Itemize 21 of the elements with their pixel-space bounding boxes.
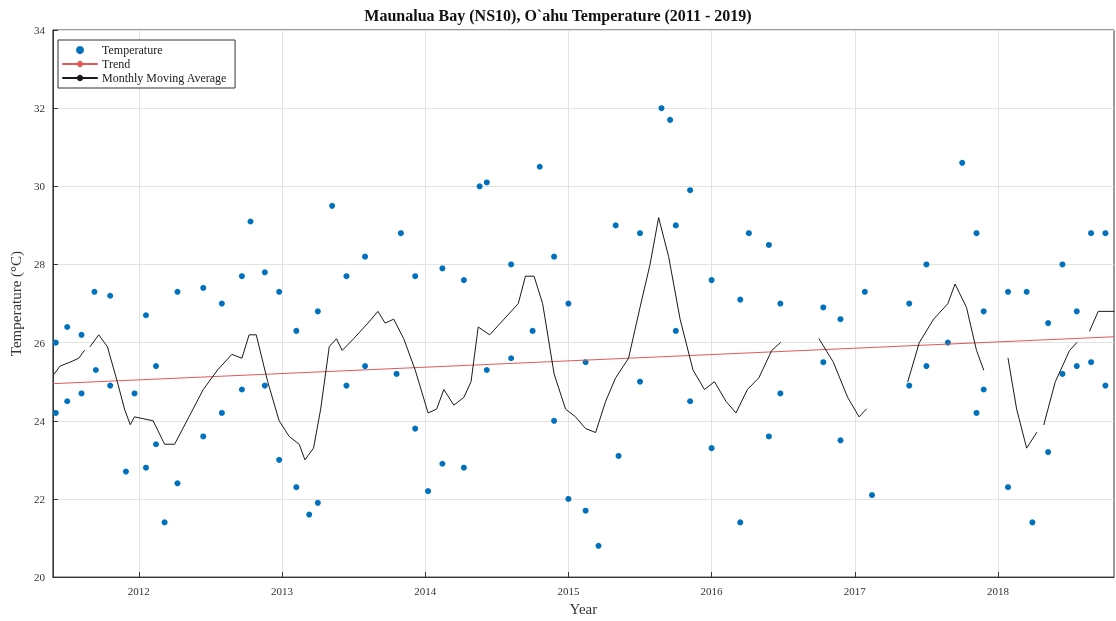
- y-tick-label: 24: [33, 414, 46, 427]
- y-tick-label: 22: [33, 492, 45, 505]
- y-tick-label: 34: [33, 24, 46, 36]
- x-tick-label: 2017: [843, 584, 867, 597]
- y-tick-label: 28: [33, 258, 46, 271]
- x-tick-label: 2013: [271, 584, 294, 597]
- y-axis-title: Temperature (°C): [7, 250, 25, 357]
- y-tick-label: 30: [33, 180, 46, 193]
- chart-title: Maunalua Bay (NS10), O`ahu Temperature (2011 - 2019): [364, 6, 752, 25]
- x-axis-title: Year: [569, 600, 598, 617]
- x-tick-label: 2012: [127, 584, 150, 597]
- x-tick-label: 2016: [700, 584, 724, 597]
- y-tick-label: 20: [33, 571, 46, 584]
- x-tick-label: 2015: [557, 584, 580, 597]
- x-tick-label: 2014: [414, 584, 437, 597]
- y-tick-label: 32: [33, 102, 45, 115]
- legend-label: Monthly Moving Average: [102, 71, 227, 85]
- y-tick-label: 26: [33, 336, 46, 349]
- legend-label: Trend: [102, 57, 131, 71]
- legend-label: Temperature: [102, 43, 163, 57]
- x-tick-label: 2018: [987, 584, 1010, 597]
